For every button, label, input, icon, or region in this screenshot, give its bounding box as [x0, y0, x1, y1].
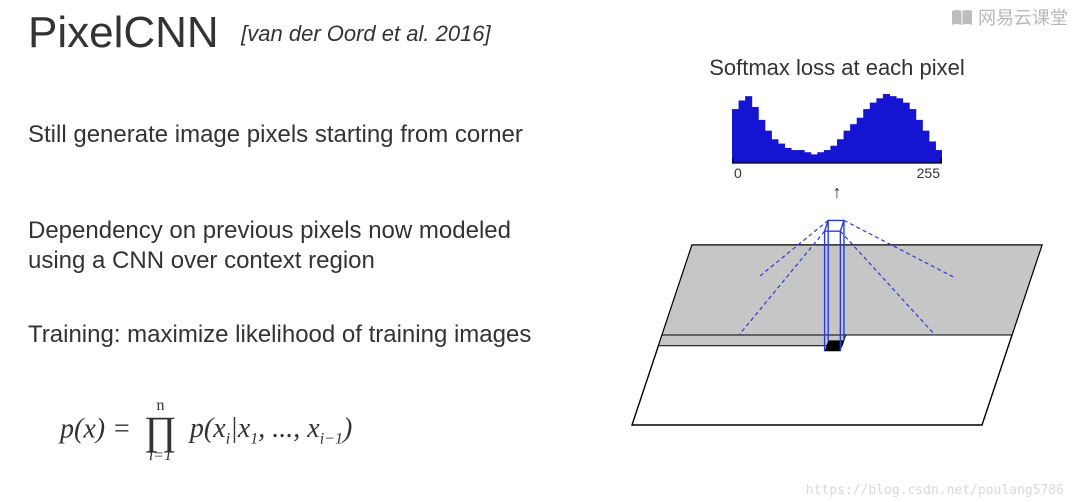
context-plane	[622, 205, 1052, 445]
product-symbol: n ∏ i=1	[144, 398, 177, 464]
histogram-svg	[732, 89, 942, 164]
book-icon	[951, 9, 973, 27]
slide: PixelCNN [van der Oord et al. 2016] Stil…	[0, 0, 1080, 502]
histogram: 0 255 ↑	[732, 89, 942, 201]
bullet-3: Training: maximize likelihood of trainin…	[28, 320, 568, 350]
citation: [van der Oord et al. 2016]	[241, 21, 491, 47]
watermark-top: 网易云课堂	[951, 4, 1068, 30]
formula-lhs: p(x) =	[60, 413, 138, 444]
page-title: PixelCNN	[28, 8, 219, 58]
up-arrow-icon: ↑	[732, 183, 942, 201]
axis-min: 0	[734, 165, 742, 181]
likelihood-formula: p(x) = n ∏ i=1 p(xi|x1, ..., xi−1)	[60, 398, 352, 464]
bullet-1: Still generate image pixels starting fro…	[28, 120, 568, 150]
axis-labels: 0 255	[732, 164, 942, 181]
diagram-title: Softmax loss at each pixel	[622, 55, 1052, 81]
prod-lower: i=1	[144, 448, 177, 464]
watermark-bottom: https://blog.csdn.net/poulang5786	[806, 483, 1064, 498]
diagram: Softmax loss at each pixel 0 255 ↑	[622, 55, 1052, 445]
watermark-top-text: 网易云课堂	[978, 8, 1068, 28]
axis-max: 255	[917, 165, 940, 181]
formula-rhs: p(xi|x1, ..., xi−1)	[190, 413, 352, 444]
title-row: PixelCNN [van der Oord et al. 2016]	[28, 8, 491, 58]
prod-sign: ∏	[144, 414, 177, 448]
bullet-2: Dependency on previous pixels now modele…	[28, 216, 568, 276]
